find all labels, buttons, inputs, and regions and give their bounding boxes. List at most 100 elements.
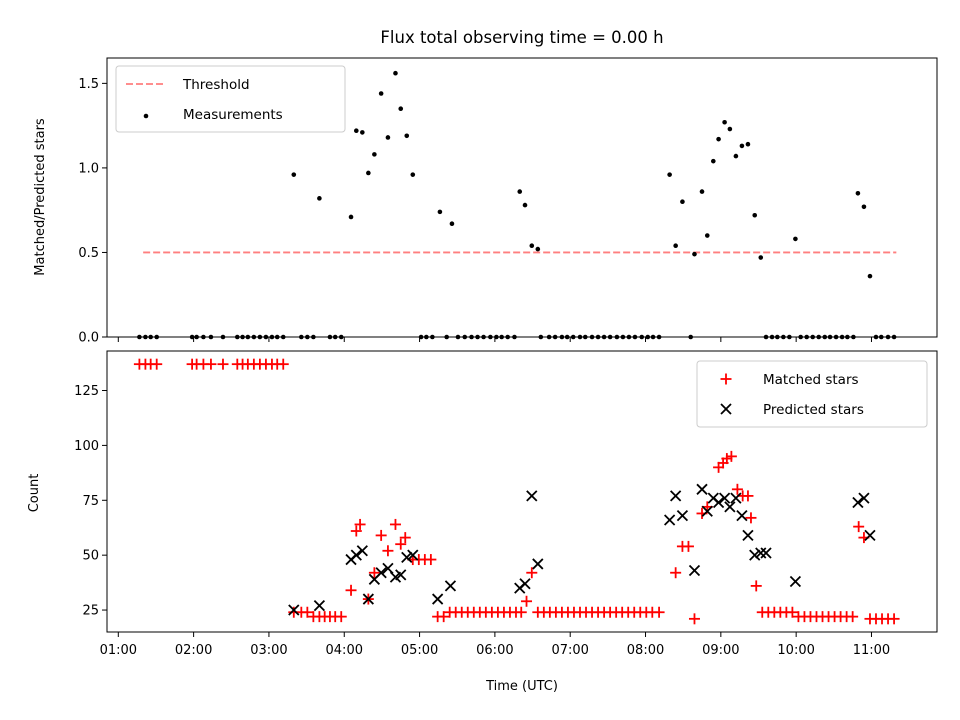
- matched-star-marker: [742, 490, 754, 502]
- measurement-point: [437, 209, 443, 215]
- measurement-point: [722, 119, 727, 125]
- matched-star-marker: [345, 584, 357, 596]
- matched-star-marker: [350, 525, 362, 537]
- matched-star-marker: [217, 358, 229, 370]
- predicted-star-marker: [696, 483, 708, 495]
- bottom-y-tick-label: 100: [74, 439, 99, 454]
- predicted-star-marker: [736, 510, 748, 522]
- matched-star-marker: [526, 567, 538, 579]
- bottom-x-tick-label: 02:00: [175, 643, 212, 658]
- predicted-star-marker: [407, 549, 419, 561]
- measurement-point: [366, 170, 371, 176]
- top-legend: Threshold Measurements: [115, 65, 346, 133]
- predicted-star-marker: [313, 600, 326, 612]
- bottom-x-tick-label: 09:00: [702, 643, 739, 658]
- measurement-point: [758, 255, 764, 260]
- measurement-point: [867, 273, 873, 279]
- measurement-point: [317, 196, 322, 201]
- measurement-point: [517, 189, 523, 194]
- measurement-point: [727, 126, 733, 132]
- top-panel: Flux total observing time = 0.00 h Match…: [33, 28, 938, 346]
- measurement-point: [673, 243, 678, 248]
- bottom-x-tick-label: 01:00: [100, 643, 137, 658]
- bottom-plot-frame: [106, 350, 938, 633]
- top-y-tick-label: 1.5: [78, 77, 99, 92]
- measurement-point: [535, 246, 541, 252]
- predicted-star-marker: [395, 569, 407, 581]
- bottom-y-tick-label: 125: [74, 384, 99, 399]
- predicted-star-marker: [688, 564, 701, 577]
- matched-star-marker: [786, 606, 798, 618]
- top-y-tick-label: 1.0: [78, 161, 99, 176]
- matched-star-marker: [395, 538, 407, 550]
- measurement-point: [393, 70, 398, 76]
- matched-star-marker: [368, 567, 380, 579]
- measurement-point: [861, 204, 867, 210]
- predicted-star-marker: [864, 529, 876, 542]
- chart-title: Flux total observing time = 0.00 h: [380, 28, 663, 47]
- legend-measurements-swatch: [143, 113, 149, 119]
- bottom-panel: Count Time (UTC) 25 50 75 100 125 01:00 02:00 0…: [27, 350, 938, 694]
- top-plot-frame: [106, 57, 938, 338]
- bottom-y-tick-label: 50: [82, 549, 99, 564]
- bottom-legend: Matched stars Predicted stars: [696, 360, 928, 428]
- bottom-x-tick-label: 06:00: [476, 643, 513, 658]
- matched-star-marker: [731, 483, 743, 495]
- measurement-point: [360, 130, 365, 135]
- bottom-plot-marks: [133, 358, 900, 625]
- predicted-star-marker: [742, 529, 754, 542]
- matched-star-marker: [335, 611, 347, 623]
- matched-star-marker: [438, 611, 450, 623]
- measurement-point: [529, 243, 535, 248]
- measurement-point: [680, 199, 685, 205]
- matched-star-marker: [745, 512, 757, 524]
- predicted-star-marker: [718, 492, 731, 504]
- predicted-star-marker: [676, 510, 689, 522]
- legend-predicted-label: Predicted stars: [763, 402, 864, 418]
- legend-matched-label: Matched stars: [763, 372, 859, 388]
- measurement-point: [793, 236, 798, 242]
- predicted-star-marker: [350, 549, 362, 561]
- predicted-star-marker: [852, 496, 864, 509]
- predicted-star-marker: [362, 593, 374, 605]
- predicted-star-marker: [444, 580, 457, 592]
- bottom-legend-box: [696, 360, 928, 428]
- measurement-point: [711, 158, 716, 164]
- bottom-x-tick-label: 04:00: [326, 643, 363, 658]
- bottom-y-tick-label: 25: [82, 604, 99, 619]
- predicted-star-marker: [701, 505, 713, 517]
- top-legend-box: [115, 65, 346, 133]
- matched-star-marker: [853, 521, 865, 533]
- bottom-y-tick-label: 75: [82, 494, 99, 509]
- measurement-point: [348, 214, 354, 220]
- measurement-point: [378, 91, 384, 96]
- predicted-star-marker: [858, 492, 870, 504]
- measurement-point: [410, 172, 416, 177]
- measurement-point: [699, 189, 705, 194]
- predicted-star-marker: [519, 578, 531, 590]
- legend-measurements-label: Measurements: [183, 107, 283, 123]
- top-y-tick-label: 0.0: [78, 331, 99, 346]
- matched-star-marker: [670, 567, 682, 579]
- matched-star-marker: [375, 529, 387, 541]
- matched-star-marker: [301, 606, 313, 618]
- predicted-star-marker: [670, 490, 682, 502]
- predicted-star-marker: [760, 547, 772, 559]
- matched-star-marker: [277, 358, 289, 370]
- predicted-star-marker: [356, 545, 368, 557]
- matched-star-marker: [682, 540, 694, 552]
- predicted-star-marker: [288, 604, 300, 616]
- predicted-star-marker: [532, 558, 544, 570]
- bottom-axis-ticks: 25 50 75 100 125 01:00 02:00 03:00 04:00 05:00 06:…: [74, 384, 890, 658]
- legend-threshold-label: Threshold: [182, 77, 250, 93]
- measurement-point: [354, 128, 359, 134]
- measurement-point: [692, 251, 697, 257]
- legend-predicted-swatch: [720, 403, 732, 415]
- measurement-point: [385, 135, 391, 140]
- predicted-star-marker: [712, 496, 725, 509]
- predicted-star-marker: [375, 567, 387, 579]
- measurement-point: [716, 136, 721, 142]
- predicted-star-marker: [432, 593, 444, 605]
- top-y-axis-label: Matched/Predicted stars: [33, 118, 48, 276]
